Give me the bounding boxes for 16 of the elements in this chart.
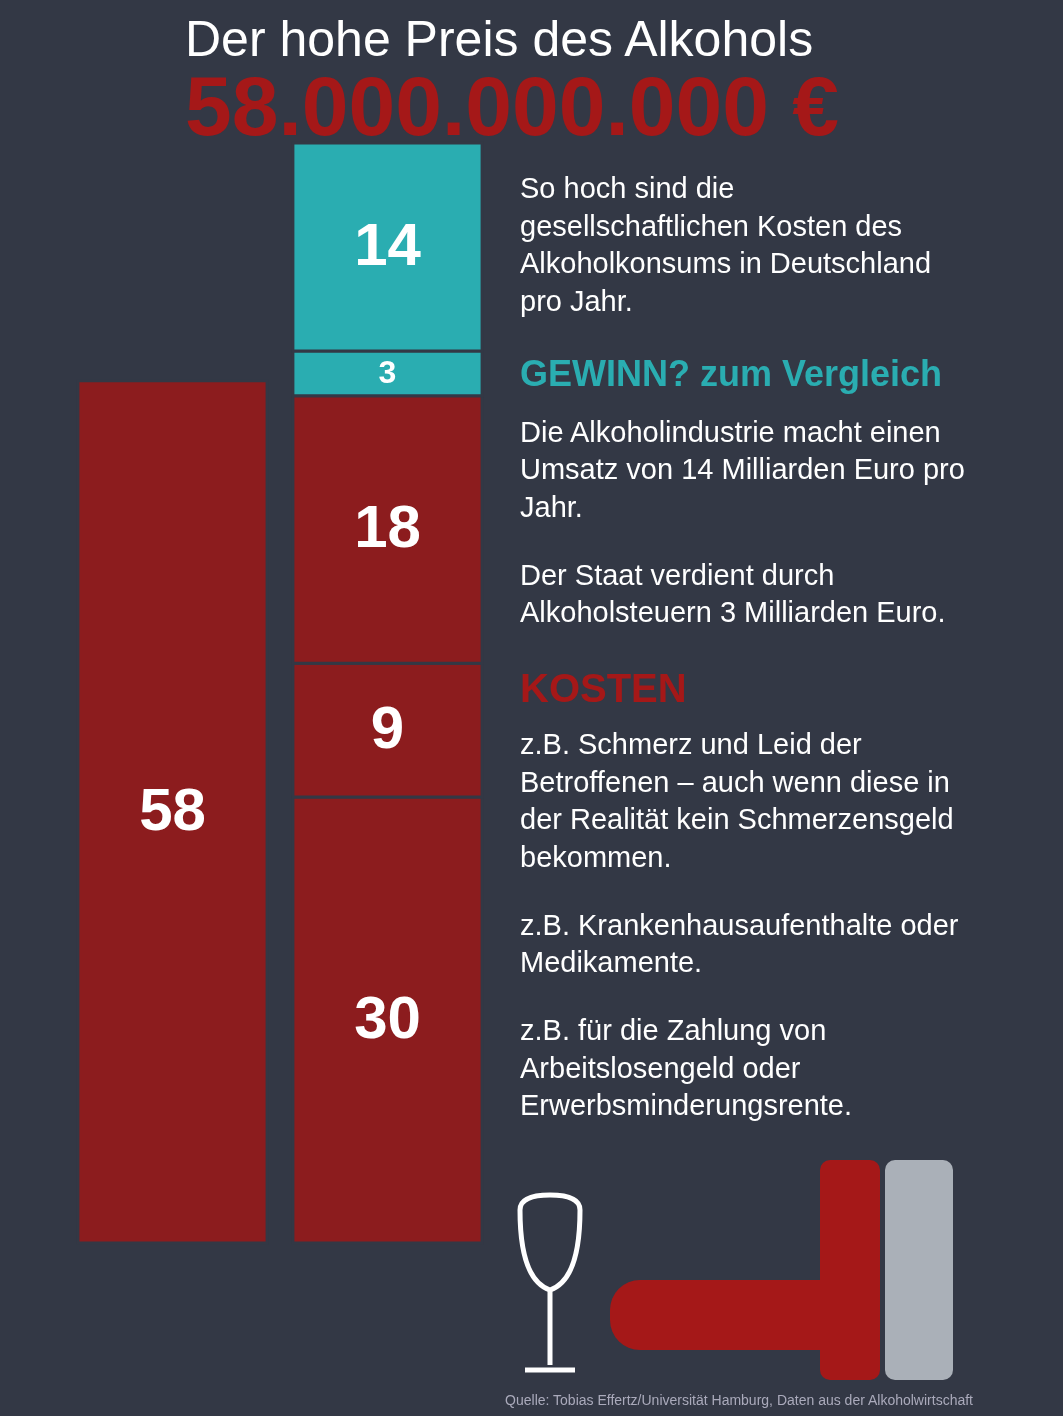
- bar: [76, 379, 269, 1245]
- data-label: 3: [378, 354, 397, 391]
- text: z.B. Schmerz und Leid der Betroffenen – auch wenn diese in der Realität kein Schmerzensgeld bekommen.: [520, 727, 955, 876]
- text: So hoch sind die gesellschaftlichen Kosten des Alkoholkonsums in Deutschland pro Jahr.: [520, 171, 933, 320]
- text: Der Staat verdient durch Alkoholsteuern 3 Milliarden Euro.: [520, 557, 947, 631]
- data-label: 30: [354, 984, 421, 1052]
- text: z.B. Krankenhausaufenthalte oder Medikamente.: [520, 907, 960, 981]
- data-label: 18: [354, 493, 421, 561]
- source-note: Quelle: Tobias Effertz/Universität Hamburg, Daten aus der Alkoholwirtschaft: [505, 1392, 973, 1408]
- data-label: 14: [354, 211, 422, 279]
- text: Die Alkoholindustrie macht einen Umsatz von 14 Milliarden Euro pro Jahr.: [520, 414, 966, 525]
- text: z.B. für die Zahlung von Arbeitslosengeld oder Erwerbsminderungsrente.: [520, 1013, 854, 1124]
- text: GEWINN? zum Vergleich: [520, 351, 944, 396]
- text: KOSTEN: [520, 665, 688, 712]
- data-label: 58: [139, 775, 206, 843]
- data-label: 9: [370, 694, 405, 762]
